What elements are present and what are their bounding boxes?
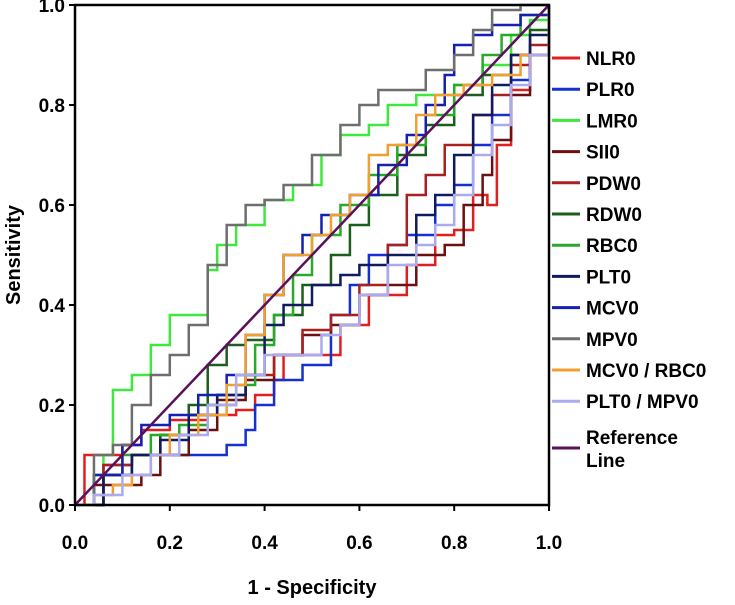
- x-tick-label: 0.2: [157, 533, 183, 554]
- legend-label: PLT0 / MPV0: [586, 392, 699, 413]
- y-tick-label: 0.6: [39, 196, 65, 217]
- x-tick-label: 0.6: [346, 533, 372, 554]
- series-line-mpv0: [75, 3, 549, 507]
- legend-label: SII0: [586, 143, 620, 164]
- y-tick-label: 1.0: [39, 0, 65, 17]
- legend-label-reference-line1: Reference: [586, 428, 678, 449]
- legend: NLR0 PLR0 LMR0 SII0 PDW0 RDW0 RBC0 PLT0 MCV0 MPV0…: [552, 49, 706, 472]
- series-layer: [74, 3, 551, 507]
- series-line-reference-line: [74, 4, 550, 506]
- x-tick-label: 0.0: [62, 533, 88, 554]
- y-axis-title: Sensitivity: [3, 204, 25, 305]
- legend-label: PLT0: [586, 267, 631, 288]
- legend-label: RBC0: [586, 236, 638, 257]
- y-tick-label: 0.8: [39, 96, 65, 117]
- x-tick-label: 0.4: [251, 533, 278, 554]
- x-axis-title: 1 - Specificity: [248, 577, 378, 599]
- y-tick-label: 0.0: [39, 496, 65, 517]
- series-line-rbc0: [75, 5, 551, 507]
- x-tick-label: 1.0: [536, 533, 562, 554]
- legend-label: MPV0: [586, 330, 638, 351]
- axis-ticks: 0.0 0.2 0.4 0.6 0.8 1.0 0.0 0.2 0.4 0.6 0.8 1.0: [39, 0, 563, 554]
- legend-label: PDW0: [586, 174, 641, 195]
- legend-label: LMR0: [586, 111, 638, 132]
- series-line-plt0-mpv0: [75, 5, 551, 507]
- legend-label: MCV0 / RBC0: [586, 361, 706, 382]
- y-tick-label: 0.4: [39, 296, 66, 317]
- plot-frame: [73, 3, 551, 507]
- legend-label: RDW0: [586, 205, 642, 226]
- legend-label: NLR0: [586, 49, 636, 70]
- y-tick-label: 0.2: [39, 396, 65, 417]
- x-tick-label: 0.8: [441, 533, 467, 554]
- legend-label: PLR0: [586, 80, 635, 101]
- legend-label-reference-line2: Line: [586, 451, 625, 472]
- legend-label: MCV0: [586, 299, 639, 320]
